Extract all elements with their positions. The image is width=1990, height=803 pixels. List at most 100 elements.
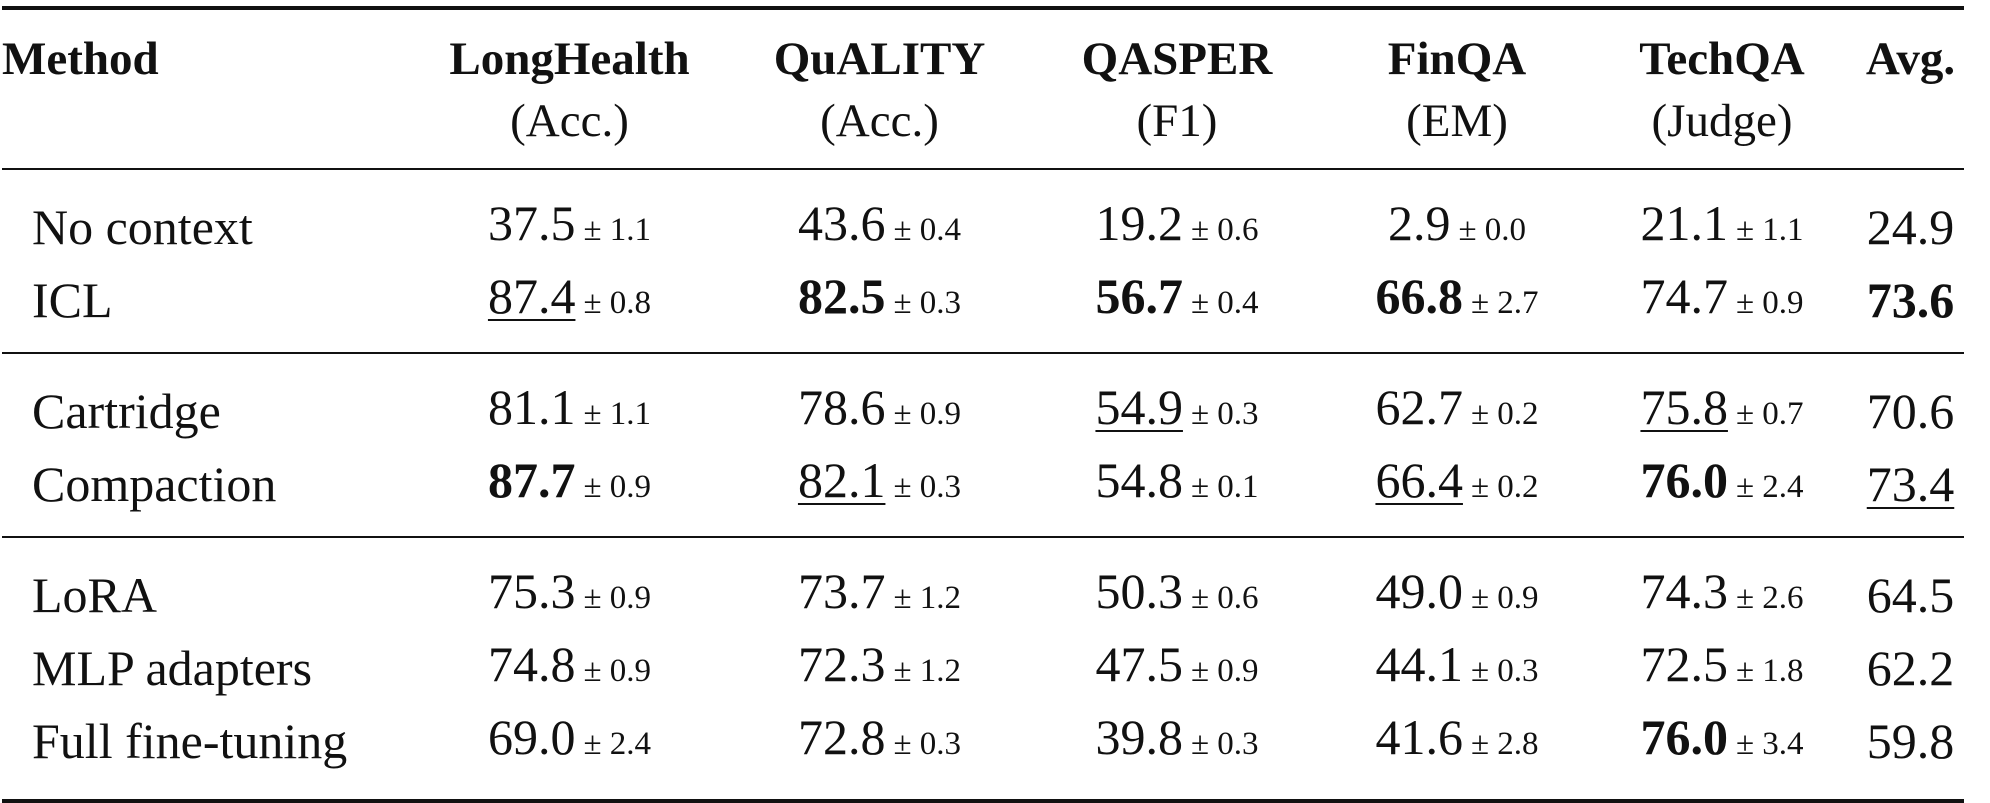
score-cell: 44.1 ± 0.3 [1327,631,1587,704]
table-row: No context 37.5 ± 1.1 43.6 ± 0.4 19.2 ± 0.6 2.9… [2,169,1964,263]
score-std: ± 2.6 [1735,580,1804,616]
column-header-metric: (EM) [1406,95,1508,147]
table-row: MLP adapters 74.8 ± 0.9 72.3 ± 1.2 47.5 ± 0.9 4… [2,631,1964,704]
score-cell: 56.7 ± 0.4 [1027,263,1327,353]
score-std: ± 0.2 [1470,469,1539,505]
score-std: ± 0.9 [583,469,652,505]
avg-value: 73.4 [1866,455,1955,512]
score-cell: 37.5 ± 1.1 [407,169,732,263]
score-cell: 82.5 ± 0.3 [732,263,1027,353]
score-cell: 72.3 ± 1.2 [732,631,1027,704]
method-cell: MLP adapters [32,639,313,696]
score-cell: 54.9 ± 0.3 [1027,352,1327,447]
column-header-metric: (Acc.) [820,95,939,147]
score-value: 78.6 [797,379,886,435]
score-value: 2.9 [1387,195,1451,251]
score-std: ± 0.1 [1190,469,1259,505]
score-cell: 54.8 ± 0.1 [1027,447,1327,537]
table-row: ICL 87.4 ± 0.8 82.5 ± 0.3 56.7 ± 0.4 66.8 ± 2.7 7… [2,263,1964,353]
column-header-avg: Avg. [1857,6,1964,170]
score-cell: 47.5 ± 0.9 [1027,631,1327,704]
score-std: ± 2.8 [1470,726,1539,762]
score-cell: 74.7 ± 0.9 [1587,263,1857,353]
avg-value: 62.2 [1866,639,1955,696]
score-value: 75.3 [487,563,576,619]
score-cell: 82.1 ± 0.3 [732,447,1027,537]
column-header-label: QASPER [1081,33,1273,85]
score-value: 37.5 [487,195,576,251]
score-cell: 39.8 ± 0.3 [1027,704,1327,803]
score-std: ± 0.3 [893,469,962,505]
score-std: ± 0.6 [1190,580,1259,616]
score-std: ± 0.8 [583,285,652,321]
score-std: ± 1.1 [583,396,652,432]
score-value: 44.1 [1375,636,1463,692]
avg-cell: 73.4 [1857,447,1964,537]
score-std: ± 1.8 [1735,653,1804,689]
table-row: LoRA 75.3 ± 0.9 73.7 ± 1.2 50.3 ± 0.6 49.0 ± 0.9… [2,536,1964,631]
avg-cell: 24.9 [1857,169,1964,263]
score-value: 66.8 [1375,268,1463,324]
avg-value: 24.9 [1866,198,1955,255]
table-body: No context 37.5 ± 1.1 43.6 ± 0.4 19.2 ± 0.6 2.9… [2,169,1964,803]
score-std: ± 0.6 [1190,212,1259,248]
score-value: 75.8 [1640,379,1728,435]
avg-cell: 64.5 [1857,536,1964,631]
score-cell: 72.5 ± 1.8 [1587,631,1857,704]
score-value: 54.9 [1095,379,1183,435]
score-cell: 87.4 ± 0.8 [407,263,732,353]
score-std: ± 0.3 [893,726,962,762]
score-cell: 2.9 ± 0.0 [1327,169,1587,263]
score-std: ± 0.9 [1190,653,1259,689]
avg-value: 59.8 [1866,712,1955,769]
score-std: ± 3.4 [1735,726,1804,762]
score-std: ± 0.4 [893,212,962,248]
column-header-label: LongHealth [449,33,690,85]
column-header-label: QuALITY [773,33,986,85]
column-header-metric: (F1) [1136,95,1218,147]
score-value: 82.1 [797,452,886,508]
score-std: ± 0.9 [1470,580,1539,616]
column-header-method: Method [2,6,407,170]
score-cell: 76.0 ± 3.4 [1587,704,1857,803]
score-cell: 69.0 ± 2.4 [407,704,732,803]
avg-cell: 62.2 [1857,631,1964,704]
score-cell: 75.8 ± 0.7 [1587,352,1857,447]
avg-value: 64.5 [1866,566,1955,623]
method-cell: ICL [32,271,113,328]
score-std: ± 0.9 [893,396,962,432]
score-value: 66.4 [1375,452,1463,508]
score-cell: 50.3 ± 0.6 [1027,536,1327,631]
table-row: Full fine-tuning 69.0 ± 2.4 72.8 ± 0.3 39.8 ± … [2,704,1964,803]
score-value: 72.3 [797,636,886,692]
score-value: 74.3 [1640,563,1728,619]
score-cell: 87.7 ± 0.9 [407,447,732,537]
score-cell: 66.8 ± 2.7 [1327,263,1587,353]
score-cell: 78.6 ± 0.9 [732,352,1027,447]
score-cell: 74.8 ± 0.9 [407,631,732,704]
score-std: ± 2.4 [583,726,652,762]
method-cell: Full fine-tuning [2,704,407,803]
table-header-row: Method LongHealth (Acc.) QuALITY (Acc.) … [2,6,1964,170]
column-header-metric: (Judge) [1651,95,1793,147]
score-value: 76.0 [1640,452,1728,508]
score-value: 47.5 [1095,636,1183,692]
score-std: ± 1.1 [1735,212,1804,248]
score-value: 74.7 [1640,268,1728,324]
score-value: 54.8 [1095,452,1183,508]
score-std: ± 0.3 [1470,653,1539,689]
score-cell: 62.7 ± 0.2 [1327,352,1587,447]
score-value: 43.6 [797,195,886,251]
score-value: 56.7 [1095,268,1183,324]
score-cell: 81.1 ± 1.1 [407,352,732,447]
score-value: 41.6 [1375,709,1463,765]
score-cell: 19.2 ± 0.6 [1027,169,1327,263]
avg-cell: 73.6 [1857,263,1964,353]
score-value: 82.5 [797,268,886,324]
table-row: Cartridge 81.1 ± 1.1 78.6 ± 0.9 54.9 ± 0.3 62.7… [2,352,1964,447]
score-value: 69.0 [487,709,576,765]
score-cell: 75.3 ± 0.9 [407,536,732,631]
score-std: ± 1.2 [893,580,962,616]
avg-value: 70.6 [1866,382,1955,439]
table-row: Compaction 87.7 ± 0.9 82.1 ± 0.3 54.8 ± 0.1 66.… [2,447,1964,537]
